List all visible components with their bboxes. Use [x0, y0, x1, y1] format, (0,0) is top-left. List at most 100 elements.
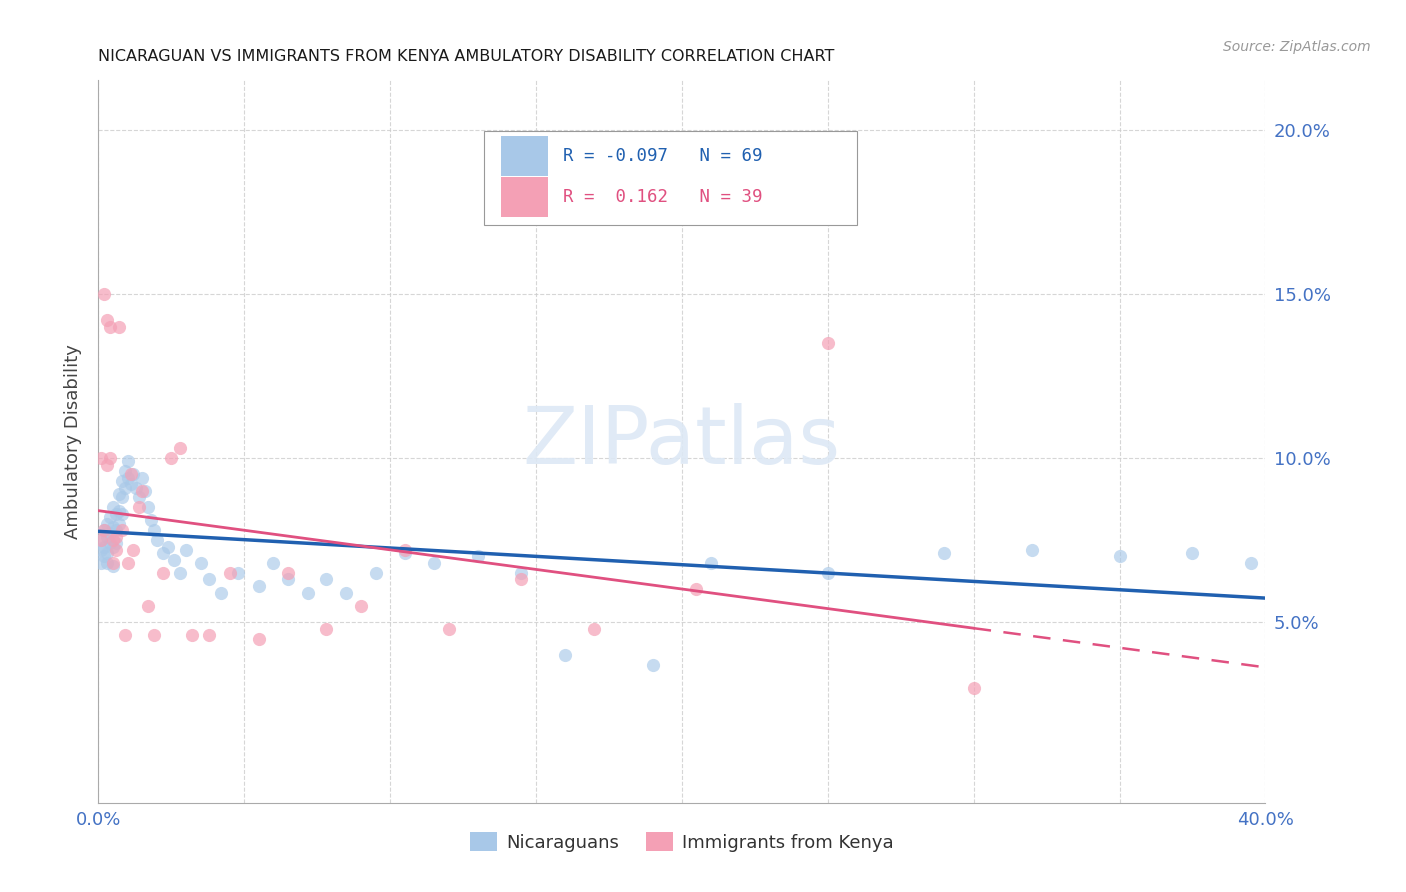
Point	[122, 542, 145, 557]
Point	[101, 533, 124, 547]
Point	[136, 500, 159, 515]
Point	[125, 481, 148, 495]
Point	[114, 464, 136, 478]
Point	[93, 523, 115, 537]
Point	[152, 566, 174, 580]
Point	[218, 566, 240, 580]
Point	[510, 573, 533, 587]
Point	[160, 450, 183, 465]
Point	[277, 573, 299, 587]
Point	[90, 533, 112, 547]
Point	[315, 622, 337, 636]
Point	[117, 556, 139, 570]
Point	[101, 559, 124, 574]
Point	[90, 556, 112, 570]
Point	[136, 599, 159, 613]
Text: Source: ZipAtlas.com: Source: ZipAtlas.com	[1223, 40, 1371, 54]
Point	[315, 573, 337, 587]
Point	[98, 526, 121, 541]
Point	[335, 585, 357, 599]
Point	[437, 622, 460, 636]
Point	[394, 546, 416, 560]
Point	[98, 319, 121, 334]
Point	[104, 542, 127, 557]
Text: R = -0.097   N = 69: R = -0.097 N = 69	[562, 147, 762, 165]
Point	[104, 523, 127, 537]
Y-axis label: Ambulatory Disability: Ambulatory Disability	[65, 344, 83, 539]
Point	[817, 336, 839, 351]
Point	[120, 477, 142, 491]
Point	[169, 566, 191, 580]
Text: R =  0.162   N = 39: R = 0.162 N = 39	[562, 188, 762, 206]
Point	[423, 556, 446, 570]
Point	[685, 582, 707, 597]
Text: NICARAGUAN VS IMMIGRANTS FROM KENYA AMBULATORY DISABILITY CORRELATION CHART: NICARAGUAN VS IMMIGRANTS FROM KENYA AMBU…	[98, 49, 835, 64]
Point	[114, 481, 136, 495]
Point	[134, 483, 156, 498]
Point	[262, 556, 284, 570]
Point	[152, 546, 174, 560]
Point	[700, 556, 723, 570]
Point	[90, 533, 112, 547]
Point	[111, 523, 134, 537]
FancyBboxPatch shape	[484, 131, 858, 225]
Point	[157, 540, 180, 554]
Point	[190, 556, 212, 570]
Point	[350, 599, 373, 613]
Point	[108, 319, 131, 334]
Point	[104, 530, 127, 544]
Point	[1021, 542, 1043, 557]
Point	[96, 530, 118, 544]
Point	[139, 513, 162, 527]
Point	[122, 467, 145, 482]
Point	[101, 520, 124, 534]
Point	[98, 450, 121, 465]
Point	[111, 474, 134, 488]
Point	[1181, 546, 1204, 560]
Point	[142, 628, 165, 642]
Point	[93, 523, 115, 537]
Point	[120, 467, 142, 482]
Point	[96, 556, 118, 570]
Point	[1240, 556, 1263, 570]
Point	[96, 313, 118, 327]
Point	[101, 500, 124, 515]
Point	[169, 441, 191, 455]
Point	[101, 540, 124, 554]
Point	[108, 487, 131, 501]
Point	[111, 491, 134, 505]
Point	[641, 657, 664, 672]
Point	[117, 470, 139, 484]
Point	[128, 491, 150, 505]
Point	[98, 536, 121, 550]
Point	[364, 566, 387, 580]
Point	[467, 549, 489, 564]
Point	[146, 533, 169, 547]
Point	[128, 500, 150, 515]
Point	[209, 585, 232, 599]
Point	[510, 566, 533, 580]
Point	[101, 556, 124, 570]
Point	[104, 507, 127, 521]
Point	[297, 585, 319, 599]
Point	[90, 542, 112, 557]
Point	[117, 454, 139, 468]
Point	[198, 573, 221, 587]
Point	[163, 553, 186, 567]
Point	[114, 628, 136, 642]
Point	[198, 628, 221, 642]
Point	[962, 681, 984, 695]
Point	[96, 546, 118, 560]
Point	[174, 542, 197, 557]
Point	[96, 516, 118, 531]
Legend: Nicaraguans, Immigrants from Kenya: Nicaraguans, Immigrants from Kenya	[463, 825, 901, 859]
Text: ZIPatlas: ZIPatlas	[523, 402, 841, 481]
Point	[93, 549, 115, 564]
Point	[180, 628, 202, 642]
Point	[142, 523, 165, 537]
Point	[90, 450, 112, 465]
Point	[554, 648, 576, 662]
Point	[108, 503, 131, 517]
Point	[583, 622, 606, 636]
Point	[277, 566, 299, 580]
